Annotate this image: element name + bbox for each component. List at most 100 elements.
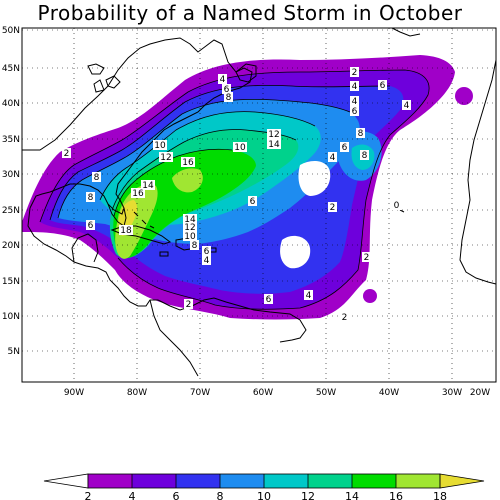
contour-label: 4 [304,290,313,301]
lat-label: 20N [2,241,20,251]
svg-text:2: 2 [64,149,70,159]
contour-label: 6 [378,80,387,91]
contour-label: 8 [224,92,233,103]
coastline-azores [399,209,405,213]
colorbar-label: 6 [173,490,180,500]
contour-label: 4 [202,255,211,266]
coastline-yucatan [71,233,99,263]
contour-hole-2 [280,235,311,269]
contour-label: 10 [153,140,167,151]
colorbar-label: 2 [85,490,92,500]
colorbar-low-arrow [43,473,89,489]
contour-label: 10 [233,142,247,153]
lon-label: 50W [316,388,336,398]
colorbar-swatch [176,474,220,488]
lat-label: 35N [2,135,20,145]
colorbar-label: 18 [433,490,447,500]
svg-text:8: 8 [226,93,232,103]
lon-label: 40W [379,388,399,398]
lat-label: 45N [2,64,20,74]
colorbar-swatch [220,474,264,488]
svg-text:8: 8 [358,129,364,139]
coastline-africa [459,59,497,285]
lon-label: 90W [64,388,84,398]
contour-fill-blob-1 [455,87,473,105]
coastline-north-america [22,37,253,215]
longitude-labels: 90W 80W 70W 60W 50W 40W 30W 20W [64,388,490,398]
contour-label: 4 [218,74,227,85]
svg-text:6: 6 [88,221,94,231]
svg-text:12: 12 [184,223,195,233]
colorbar-swatch [132,474,176,488]
contour-fill-blob-2 [363,289,377,303]
contour-label: 8 [190,240,199,251]
svg-text:0: 0 [394,201,400,211]
map-frame [21,27,497,383]
contour-label: 2 [340,312,349,323]
contour-label: 8 [360,150,369,161]
contour-label: 12 [183,222,197,233]
contour-lines [39,69,430,310]
contour-label: 12 [159,152,173,163]
coastline-newfoundland [235,63,257,83]
contour-label: 16 [181,157,195,168]
contour-value-labels: 2 4 6 4 6 8 4 4 6 8 8 6 4 2 0 6 8 10 12 … [62,67,411,323]
lat-label: 25N [2,206,20,216]
contour-label: 6 [248,196,257,207]
svg-text:4: 4 [306,291,312,301]
contour-fill-14 [113,149,256,259]
svg-text:4: 4 [352,97,358,107]
svg-text:18: 18 [120,226,132,236]
colorbar-swatch [352,474,396,488]
svg-text:2: 2 [186,300,192,310]
colorbar-swatch [264,474,308,488]
colorbar-label: 10 [257,490,271,500]
svg-text:10: 10 [234,143,246,153]
probability-shading [22,55,473,320]
contour-hole-1 [298,160,331,196]
svg-text:14: 14 [268,140,280,150]
colorbar-high-arrow [439,473,485,489]
contour-label: 2 [62,148,71,159]
svg-text:12: 12 [160,153,171,163]
coastline-florida [107,203,127,227]
contour-label: 8 [356,128,365,139]
svg-text:8: 8 [192,241,198,251]
coastline-jamaica [159,251,169,257]
contour-label: 10 [183,231,197,242]
contour-label: 0 [392,200,401,211]
contour-label: 14 [183,214,197,225]
colorbar-label: 14 [345,490,359,500]
contour-label: 18 [119,225,133,236]
graticule [22,28,496,382]
colorbar-label: 16 [389,490,403,500]
lat-label: 10N [2,312,20,322]
contour-label: 16 [131,188,145,199]
svg-text:6: 6 [342,143,348,153]
lat-label: 40N [2,99,20,109]
lat-label: 15N [2,277,20,287]
contour-label: 8 [92,172,101,183]
svg-text:10: 10 [184,232,196,242]
contour-label: 12 [267,129,281,140]
contour-label: 4 [350,96,359,107]
svg-text:2: 2 [342,313,348,323]
contour-label: 2 [350,67,359,78]
colorbar-swatch [308,474,352,488]
svg-text:16: 16 [132,189,144,199]
svg-text:4: 4 [220,75,226,85]
lon-label: 20W [470,388,490,398]
colorbar-swatch [396,474,440,488]
svg-text:14: 14 [142,181,154,191]
lon-label: 30W [442,388,462,398]
svg-text:6: 6 [250,197,256,207]
contour-label: 6 [86,220,95,231]
lat-label: 50N [2,26,20,36]
contour-label: 4 [350,81,359,92]
svg-text:10: 10 [154,141,166,151]
svg-text:6: 6 [204,247,210,257]
svg-text:2: 2 [364,253,370,263]
svg-text:6: 6 [266,295,272,305]
map-title: Probability of a Named Storm in October [37,1,463,25]
coastline-greenland [391,27,421,37]
